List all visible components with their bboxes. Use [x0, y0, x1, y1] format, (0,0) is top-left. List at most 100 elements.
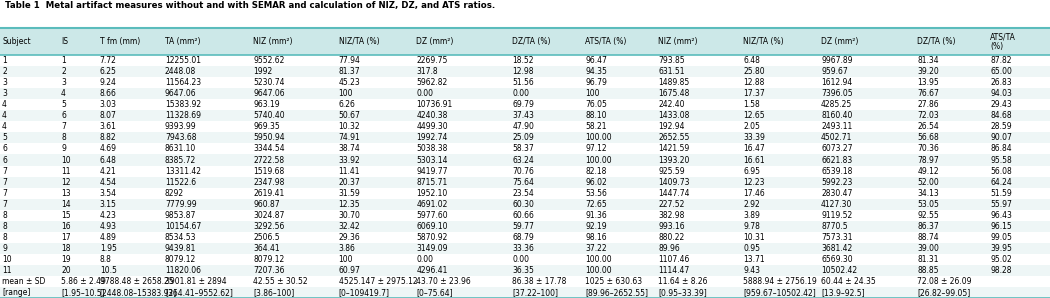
Text: 53.56: 53.56	[585, 189, 607, 198]
Text: 17.37: 17.37	[743, 89, 765, 98]
Text: 81.34: 81.34	[917, 56, 939, 65]
Text: 925.59: 925.59	[658, 167, 685, 176]
Text: 4.89: 4.89	[100, 233, 117, 242]
Text: 7779.99: 7779.99	[165, 200, 196, 209]
Text: DZ (mm²): DZ (mm²)	[821, 37, 859, 46]
Text: 9647.06: 9647.06	[165, 89, 196, 98]
Text: 4: 4	[2, 111, 7, 120]
Text: 86.84: 86.84	[990, 145, 1012, 153]
Text: 60.44 ± 24.35: 60.44 ± 24.35	[821, 277, 876, 286]
Text: 100.00: 100.00	[585, 156, 612, 164]
Text: 76.67: 76.67	[917, 89, 939, 98]
Text: 6.95: 6.95	[743, 167, 760, 176]
Text: 53.05: 53.05	[917, 200, 939, 209]
Text: 12.88: 12.88	[743, 78, 764, 87]
Text: 100.00: 100.00	[585, 134, 612, 142]
Text: 70.76: 70.76	[512, 167, 534, 176]
Text: 18.52: 18.52	[512, 56, 533, 65]
Text: 1107.46: 1107.46	[658, 255, 690, 264]
Text: 39.20: 39.20	[917, 67, 939, 76]
Text: 23.54: 23.54	[512, 189, 534, 198]
Text: 11564.23: 11564.23	[165, 78, 202, 87]
Text: 17: 17	[61, 233, 70, 242]
Text: 8.07: 8.07	[100, 111, 117, 120]
Bar	[0, 110, 1050, 121]
Text: 49.12: 49.12	[917, 167, 939, 176]
Text: 69.79: 69.79	[512, 100, 534, 109]
Text: 317.8: 317.8	[416, 67, 438, 76]
Text: 192.94: 192.94	[658, 122, 685, 131]
Text: 39.00: 39.00	[917, 244, 939, 253]
Text: 1612.94: 1612.94	[821, 78, 853, 87]
Text: NIZ/TA (%): NIZ/TA (%)	[339, 37, 379, 46]
Text: 18: 18	[61, 244, 70, 253]
Text: 6569.30: 6569.30	[821, 255, 853, 264]
Text: 89.96: 89.96	[658, 244, 680, 253]
Text: 10.5: 10.5	[100, 266, 117, 275]
Text: 8: 8	[2, 233, 7, 242]
Text: 7: 7	[61, 122, 66, 131]
Text: DZ (mm²): DZ (mm²)	[416, 37, 454, 46]
Text: 96.79: 96.79	[585, 78, 607, 87]
Text: 4691.02: 4691.02	[416, 200, 447, 209]
Text: 4: 4	[2, 100, 7, 109]
Text: 10154.67: 10154.67	[165, 222, 202, 231]
Text: 100: 100	[339, 255, 353, 264]
Text: 70.36: 70.36	[917, 145, 939, 153]
Text: ATS/TA (%): ATS/TA (%)	[585, 37, 627, 46]
Text: 98.16: 98.16	[585, 233, 607, 242]
Text: 5740.40: 5740.40	[253, 111, 285, 120]
Text: 75.64: 75.64	[512, 178, 534, 187]
Text: 6069.10: 6069.10	[416, 222, 447, 231]
Text: 95.02: 95.02	[990, 255, 1012, 264]
Text: 959.67: 959.67	[821, 67, 847, 76]
Text: 92.55: 92.55	[917, 211, 939, 220]
Text: 5992.23: 5992.23	[821, 178, 853, 187]
Text: 12.65: 12.65	[743, 111, 765, 120]
Text: 7: 7	[2, 200, 7, 209]
Text: 78.97: 78.97	[917, 156, 939, 164]
Text: 4240.38: 4240.38	[416, 111, 447, 120]
Text: 0.95: 0.95	[743, 244, 760, 253]
Text: 16: 16	[61, 222, 70, 231]
Text: 6.48: 6.48	[100, 156, 117, 164]
Text: 17.46: 17.46	[743, 189, 765, 198]
Text: 1.95: 1.95	[100, 244, 117, 253]
Text: 5: 5	[61, 100, 66, 109]
Text: 9: 9	[2, 244, 7, 253]
Text: 9: 9	[61, 145, 66, 153]
Bar	[0, 221, 1050, 232]
Text: NIZ (mm²): NIZ (mm²)	[253, 37, 293, 46]
Text: 11: 11	[2, 266, 12, 275]
Bar	[0, 232, 1050, 243]
Text: 13: 13	[61, 189, 70, 198]
Text: 2.92: 2.92	[743, 200, 760, 209]
Text: 1025 ± 630.63: 1025 ± 630.63	[585, 277, 643, 286]
Text: 7207.36: 7207.36	[253, 266, 285, 275]
Text: 100.00: 100.00	[585, 255, 612, 264]
Text: 15383.92: 15383.92	[165, 100, 202, 109]
Bar	[0, 132, 1050, 143]
Text: 1447.74: 1447.74	[658, 189, 690, 198]
Text: 4.54: 4.54	[100, 178, 117, 187]
Text: 13.95: 13.95	[917, 78, 939, 87]
Text: 6539.18: 6539.18	[821, 167, 853, 176]
Text: ATS/TA
(%): ATS/TA (%)	[990, 32, 1016, 52]
Text: 10.32: 10.32	[339, 122, 360, 131]
Text: 94.03: 94.03	[990, 89, 1012, 98]
Text: 5.86 ± 2.49: 5.86 ± 2.49	[61, 277, 106, 286]
Text: 65.00: 65.00	[990, 67, 1012, 76]
Text: 96.47: 96.47	[585, 56, 607, 65]
Text: 2830.47: 2830.47	[821, 189, 853, 198]
Text: 13.71: 13.71	[743, 255, 765, 264]
Text: 58.21: 58.21	[585, 122, 607, 131]
Text: 12.35: 12.35	[339, 200, 360, 209]
Text: 19: 19	[61, 255, 70, 264]
Text: 60.97: 60.97	[339, 266, 360, 275]
Text: 12255.01: 12255.01	[165, 56, 201, 65]
Text: 60.66: 60.66	[512, 211, 534, 220]
Text: 3149.09: 3149.09	[416, 244, 447, 253]
Text: 2722.58: 2722.58	[253, 156, 285, 164]
Text: 13311.42: 13311.42	[165, 167, 201, 176]
Text: 88.10: 88.10	[585, 111, 607, 120]
